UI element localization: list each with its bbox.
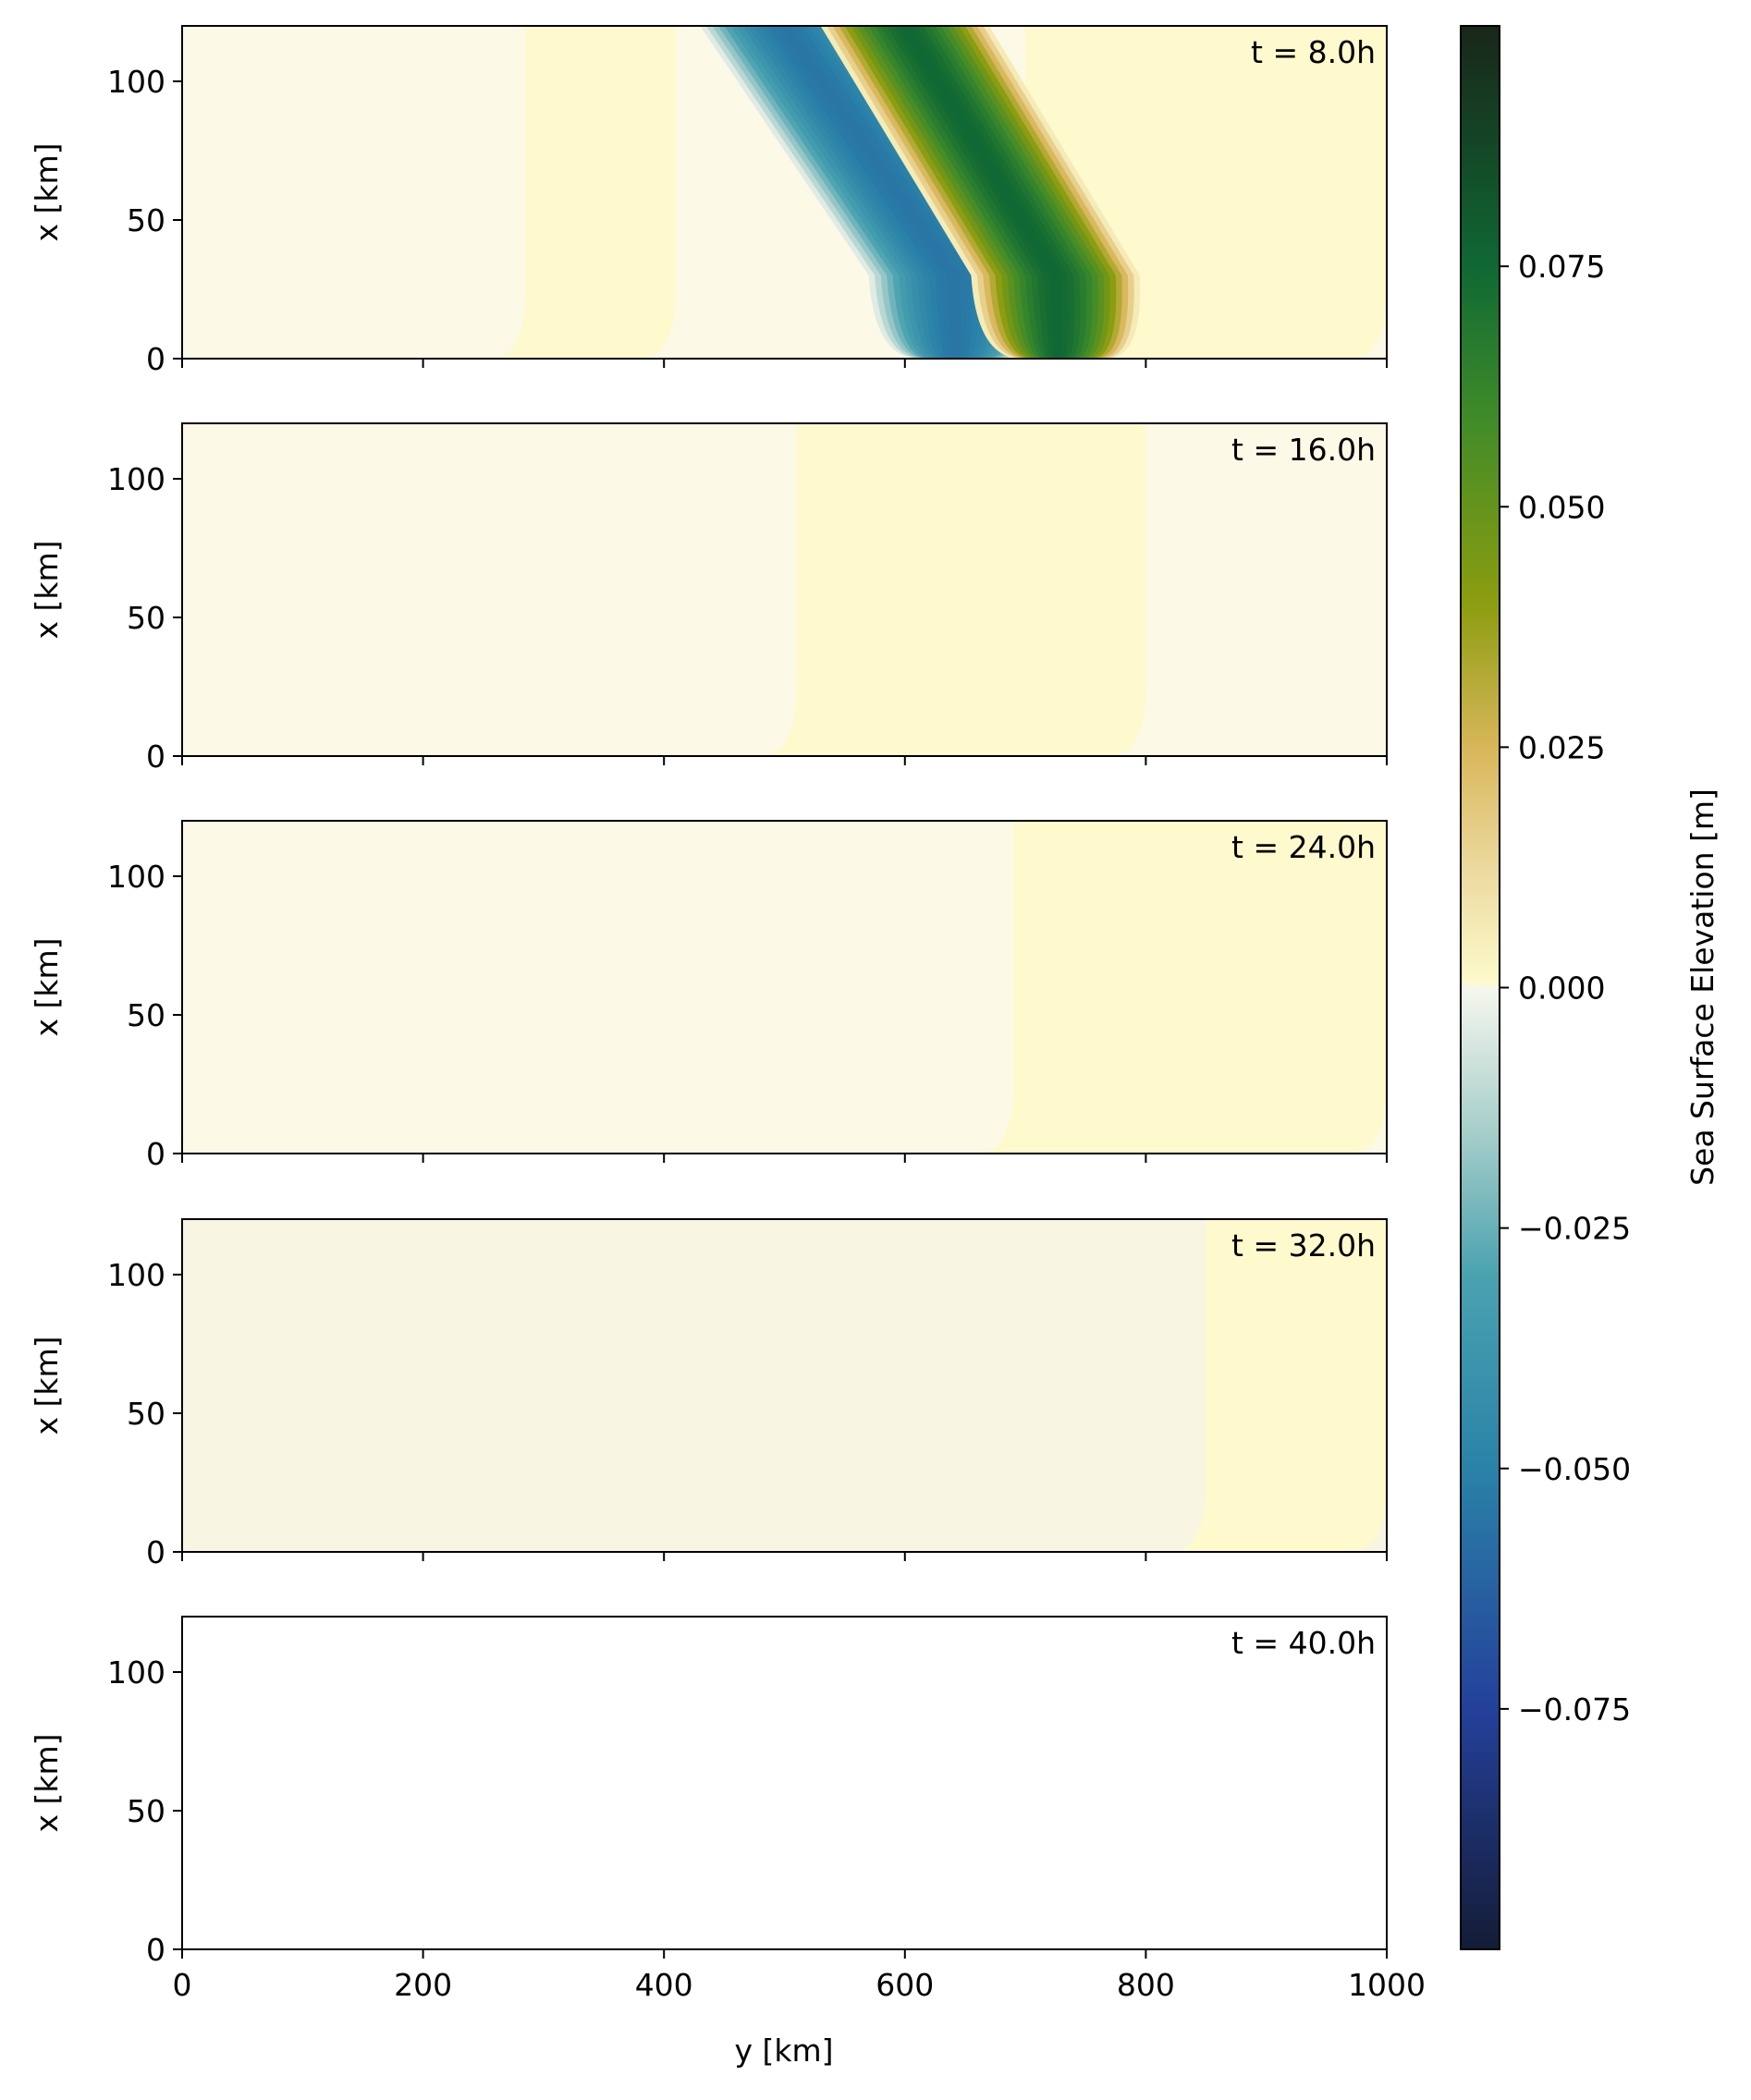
x-tick-label: 600 bbox=[876, 1967, 934, 2003]
colorbar-tick-label: −0.050 bbox=[1518, 1451, 1631, 1487]
y-axis-label: x [km] bbox=[29, 1336, 65, 1435]
heatmap-field bbox=[182, 423, 1387, 756]
panel-frame bbox=[181, 1218, 1388, 1553]
colorbar-tick-label: −0.075 bbox=[1518, 1691, 1631, 1728]
heatmap-band bbox=[1169, 1219, 1387, 1552]
heatmap-band bbox=[976, 821, 1387, 1154]
colorbar-fill bbox=[1460, 25, 1500, 1950]
panel-5: t = 40.0h 0 50 100 x [km] 0 200 400 600 800 1000 bbox=[29, 1616, 1426, 2003]
x-tick-label: 200 bbox=[394, 1967, 452, 2003]
heatmap-band bbox=[488, 26, 677, 359]
panel-frame bbox=[181, 25, 1388, 360]
y-tick-label: 100 bbox=[107, 64, 165, 100]
colorbar-tick-label: 0.000 bbox=[1518, 971, 1605, 1007]
y-axis-label: x [km] bbox=[29, 142, 65, 241]
panel-2: t = 16.0h 0 50 100 x [km] bbox=[29, 422, 1388, 775]
x-tick-label: 0 bbox=[173, 1967, 192, 2003]
x-tick-label: 1000 bbox=[1348, 1967, 1426, 2003]
y-axis-label: x [km] bbox=[29, 937, 65, 1036]
x-axis-label: y [km] bbox=[734, 2033, 833, 2069]
y-tick-label: 0 bbox=[146, 1136, 165, 1172]
y-tick-label: 100 bbox=[107, 461, 165, 497]
colorbar-ticks: −0.075 −0.050 −0.025 0.000 0.025 0.050 0.075 bbox=[1500, 249, 1631, 1728]
time-annotation: t = 24.0h bbox=[1231, 829, 1376, 865]
panel-frame bbox=[181, 820, 1388, 1154]
y-tick-label: 100 bbox=[107, 859, 165, 895]
wave-trough bbox=[772, 26, 967, 359]
y-tick-label: 0 bbox=[146, 739, 165, 775]
panel-4: t = 32.0h 0 50 100 x [km] bbox=[29, 1218, 1388, 1570]
colorbar-tick-label: −0.025 bbox=[1518, 1211, 1631, 1247]
colorbar-tick-label: 0.075 bbox=[1518, 249, 1605, 285]
panel-3: t = 24.0h 0 50 100 x [km] bbox=[29, 820, 1388, 1172]
y-tick-label: 50 bbox=[127, 1793, 165, 1829]
heatmap-background bbox=[182, 423, 1387, 756]
colorbar-tick-label: 0.050 bbox=[1518, 489, 1605, 525]
x-axis: y [km] bbox=[734, 2033, 833, 2069]
panels: t = 8.0h 0 50 100 x [km] t = 16.0h 0 50 100 x [km… bbox=[29, 25, 1426, 2003]
y-axis-label: x [km] bbox=[29, 540, 65, 639]
wave-trough bbox=[753, 26, 985, 359]
colorbar-label: Sea Surface Elevation [m] bbox=[1684, 788, 1720, 1186]
time-annotation: t = 40.0h bbox=[1231, 1625, 1376, 1661]
wave-crest bbox=[892, 26, 1069, 359]
y-tick-label: 0 bbox=[146, 341, 165, 377]
y-tick-label: 0 bbox=[146, 1534, 165, 1570]
heatmap-field bbox=[182, 1617, 1387, 1949]
heatmap-field bbox=[182, 1219, 1387, 1552]
y-tick-label: 50 bbox=[127, 997, 165, 1033]
time-annotation: t = 32.0h bbox=[1231, 1227, 1376, 1264]
panel-1: t = 8.0h 0 50 100 x [km] bbox=[29, 25, 1388, 377]
panel-frame bbox=[181, 1616, 1388, 1950]
y-tick-label: 0 bbox=[146, 1932, 165, 1968]
heatmap-background bbox=[182, 1219, 1387, 1552]
time-annotation: t = 8.0h bbox=[1251, 34, 1376, 70]
y-tick-label: 50 bbox=[127, 600, 165, 636]
y-tick-label: 50 bbox=[127, 202, 165, 238]
heatmap-band bbox=[759, 423, 1146, 756]
heatmap-background bbox=[182, 1617, 1387, 1949]
colorbar-tick-label: 0.025 bbox=[1518, 729, 1605, 765]
y-tick-label: 100 bbox=[107, 1257, 165, 1293]
x-tick-label: 400 bbox=[635, 1967, 693, 2003]
x-tick-label: 800 bbox=[1117, 1967, 1175, 2003]
y-axis-label: x [km] bbox=[29, 1733, 65, 1832]
panel-frame bbox=[181, 422, 1388, 757]
y-tick-label: 100 bbox=[107, 1654, 165, 1691]
y-tick-label: 50 bbox=[127, 1396, 165, 1432]
heatmap-field bbox=[182, 821, 1387, 1154]
time-annotation: t = 16.0h bbox=[1231, 432, 1376, 468]
heatmap-field bbox=[182, 26, 1387, 359]
colorbar: −0.075 −0.050 −0.025 0.000 0.025 0.050 0.075 S… bbox=[1460, 25, 1720, 1950]
